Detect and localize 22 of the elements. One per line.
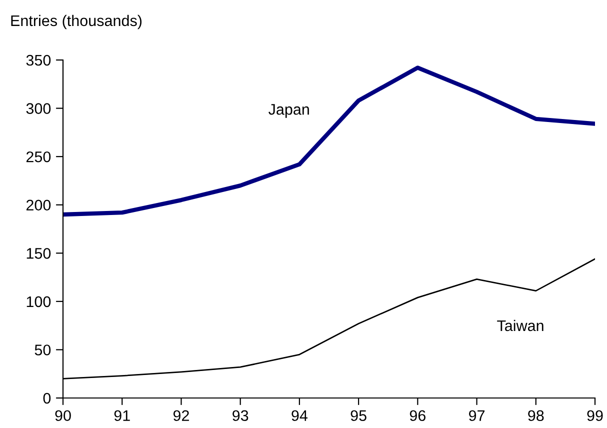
y-axis-title: Entries (thousands) (11, 14, 142, 30)
x-tick-label: 96 (410, 410, 426, 422)
y-tick-label: 50 (34, 344, 51, 356)
x-tick-label: 98 (528, 410, 544, 422)
y-tick-label: 300 (26, 103, 51, 114)
y-tick-label: 350 (26, 54, 51, 66)
x-tick-label: 99 (587, 410, 603, 422)
y-tick-label: 200 (26, 200, 51, 211)
x-tick-label: 92 (173, 410, 189, 422)
y-tick-label: 100 (26, 296, 51, 308)
y-tick-label: 0 (43, 392, 51, 404)
x-tick-label: 94 (292, 410, 308, 422)
y-tick-label: 250 (26, 151, 51, 162)
x-tick-label: 91 (114, 410, 130, 422)
x-tick-label: 97 (469, 410, 485, 422)
x-tick-label: 95 (350, 410, 366, 422)
series-label: Taiwan (497, 320, 544, 332)
line-series (63, 66, 595, 217)
y-tick-label: 150 (26, 248, 51, 259)
x-tick-label: 93 (232, 410, 248, 422)
series-label: Japan (268, 104, 309, 118)
x-tick-label: 90 (55, 410, 71, 422)
